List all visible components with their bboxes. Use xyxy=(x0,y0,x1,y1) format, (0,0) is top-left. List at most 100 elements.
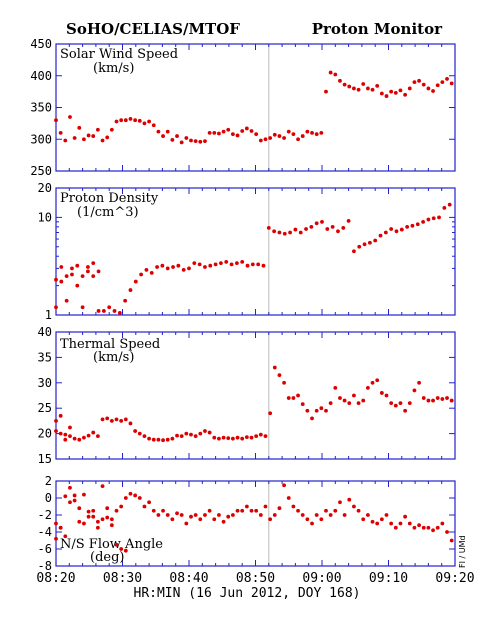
data-point xyxy=(272,365,277,370)
data-point xyxy=(305,129,310,134)
data-point xyxy=(112,309,117,313)
data-point xyxy=(421,525,426,530)
data-point xyxy=(256,262,261,267)
data-point xyxy=(212,435,217,440)
data-point xyxy=(156,129,161,134)
data-point xyxy=(59,265,64,269)
data-point xyxy=(333,72,338,77)
data-point xyxy=(268,411,273,416)
data-point xyxy=(272,229,277,234)
data-point xyxy=(319,131,324,135)
data-point xyxy=(309,224,314,229)
data-point xyxy=(338,396,342,400)
data-point xyxy=(63,437,68,442)
data-point xyxy=(447,202,452,207)
data-point xyxy=(291,396,296,400)
data-point xyxy=(357,244,362,249)
data-point xyxy=(221,129,226,134)
data-point xyxy=(367,240,372,245)
data-point xyxy=(361,398,366,403)
panel-2: 1 10 20 Proton Density(1/cm^3) xyxy=(38,181,456,322)
data-point xyxy=(72,498,77,503)
data-point xyxy=(235,133,240,138)
data-point xyxy=(193,139,198,144)
data-point xyxy=(82,137,86,142)
data-point xyxy=(149,270,154,275)
data-point xyxy=(440,521,445,526)
panel-unit: (1/cm^3) xyxy=(77,205,139,220)
data-point xyxy=(96,309,101,313)
data-point xyxy=(435,525,440,530)
data-point xyxy=(261,263,266,268)
data-point xyxy=(352,86,356,91)
left-title: SoHO/CELIAS/MTOF xyxy=(66,20,240,38)
data-point xyxy=(286,496,291,500)
y-tick-label: 1 xyxy=(45,308,52,322)
data-point xyxy=(181,267,186,272)
data-point xyxy=(230,132,235,137)
data-point xyxy=(379,391,384,395)
data-point xyxy=(165,437,170,442)
panel-title: Solar Wind Speed xyxy=(60,47,178,62)
data-point xyxy=(277,506,282,511)
y-tick-label: 20 xyxy=(38,181,52,195)
data-point xyxy=(362,242,367,247)
data-point xyxy=(336,229,340,234)
data-point xyxy=(91,508,96,513)
data-point xyxy=(70,272,74,277)
data-point xyxy=(352,249,356,254)
data-point xyxy=(277,134,282,138)
data-point xyxy=(82,492,86,497)
data-point xyxy=(221,519,226,524)
data-point xyxy=(417,523,421,528)
x-tick-label: 09:20 xyxy=(435,571,474,586)
data-point xyxy=(197,262,202,267)
data-point xyxy=(277,373,282,378)
data-point xyxy=(445,530,449,534)
data-point xyxy=(75,263,80,268)
y-tick-label: 300 xyxy=(30,132,52,146)
data-point xyxy=(165,266,170,271)
data-point xyxy=(179,140,184,145)
data-point xyxy=(305,408,310,413)
data-point xyxy=(217,131,221,136)
data-point xyxy=(203,429,207,433)
data-point xyxy=(304,227,308,231)
data-point xyxy=(240,259,245,264)
data-point xyxy=(142,121,147,126)
data-point xyxy=(207,131,212,135)
data-point xyxy=(310,521,314,526)
data-point xyxy=(338,500,342,505)
data-point xyxy=(72,136,77,140)
data-point xyxy=(119,547,124,551)
data-point xyxy=(282,483,286,488)
data-point xyxy=(91,514,96,519)
data-point xyxy=(226,436,231,441)
data-point xyxy=(389,89,394,94)
data-point xyxy=(393,403,398,408)
data-point xyxy=(412,388,417,393)
x-tick-label: 08:50 xyxy=(236,571,275,586)
data-point xyxy=(82,435,86,440)
data-point xyxy=(244,435,249,440)
data-point xyxy=(147,436,152,441)
data-point xyxy=(151,437,156,442)
data-point xyxy=(249,129,254,133)
data-point xyxy=(96,269,101,274)
data-point xyxy=(370,519,375,524)
data-point xyxy=(107,305,112,310)
x-tick-label: 09:10 xyxy=(369,571,408,586)
y-tick-label: 450 xyxy=(30,37,52,51)
data-point xyxy=(328,70,333,75)
data-point xyxy=(189,514,193,519)
data-point xyxy=(365,513,370,517)
data-point xyxy=(352,393,356,398)
x-tick-label: 08:40 xyxy=(169,571,208,586)
data-point xyxy=(212,131,217,135)
panel-unit: (km/s) xyxy=(93,61,134,76)
y-tick-label: 250 xyxy=(30,164,52,178)
data-point xyxy=(324,508,328,513)
data-point xyxy=(82,521,86,526)
data-point xyxy=(160,263,165,268)
data-point xyxy=(449,398,454,403)
